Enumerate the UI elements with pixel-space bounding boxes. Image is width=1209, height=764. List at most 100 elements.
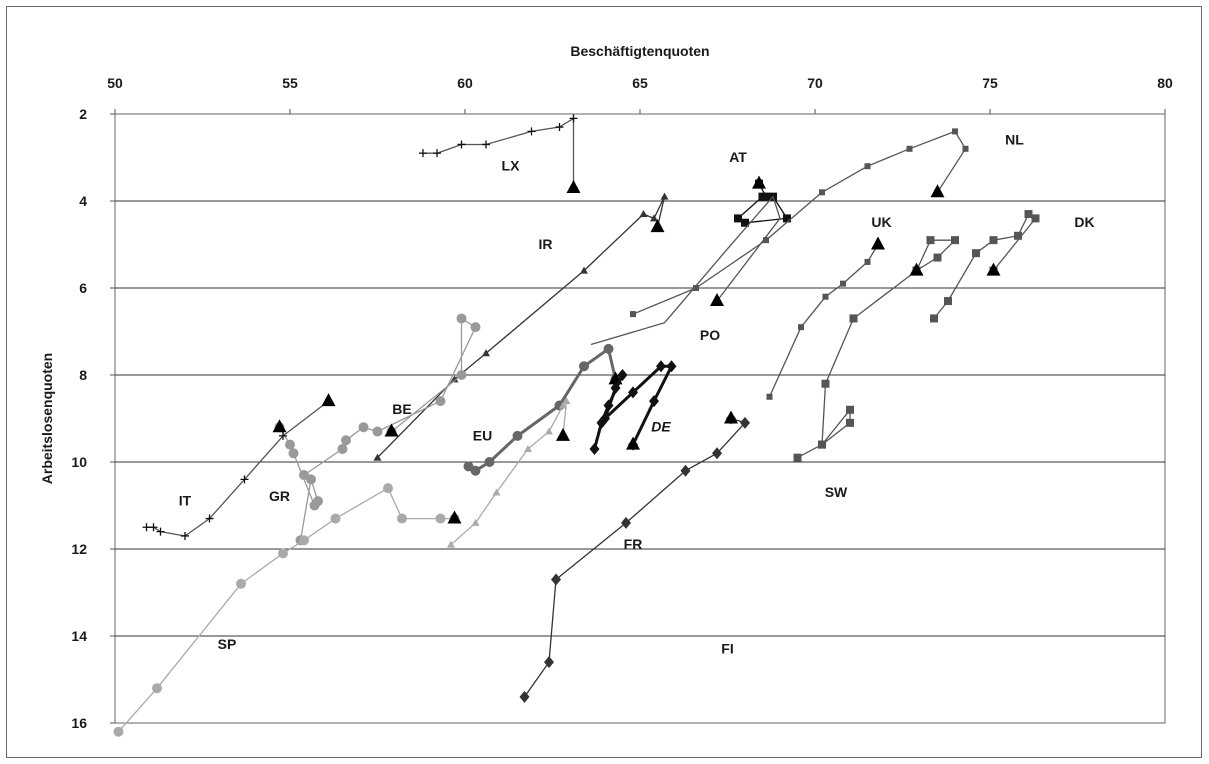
point-lx [419,149,427,158]
gridlines [115,200,1165,637]
end-marker-lx [566,179,581,193]
end-marker-fr [556,427,570,441]
series-de [589,360,677,455]
point-sp [152,683,162,694]
x-axis-title: Beschäftigtenquoten [570,43,709,59]
series-line-fi [523,417,746,698]
y-tick-label: 12 [71,541,87,557]
series-fi [519,410,750,703]
series-sp [113,483,462,737]
point-dk [944,297,952,306]
point-at [783,214,791,223]
point-fr [471,518,480,526]
end-marker-it [321,393,336,407]
point-sw [818,440,826,449]
point-it [205,514,214,523]
point-uk [798,324,804,331]
x-tick-label: 75 [982,75,998,91]
point-dk [1014,231,1022,240]
series-be [299,313,481,481]
point-fi [519,690,530,703]
label-ir: IR [539,236,553,252]
y-tick-label: 16 [71,715,87,731]
point-ir [450,375,459,383]
point-sw [821,379,830,388]
series-lx [419,114,581,193]
point-uk [822,293,829,300]
label-at: AT [729,149,747,165]
point-fi [680,464,691,477]
point-lx [433,149,441,158]
point-de [589,442,600,455]
point-dk [972,249,980,258]
label-sw: SW [825,484,848,500]
point-sp [278,548,288,559]
point-de [610,382,621,395]
end-marker-de [626,436,640,450]
label-be: BE [392,401,411,417]
point-fr [447,540,455,548]
point-ir [580,266,588,274]
series-ir [373,192,669,461]
series-line-it [146,400,329,537]
series-sw [793,236,959,462]
point-fi [544,656,554,669]
point-sp [299,535,309,546]
point-nl [952,128,958,135]
point-gr [309,500,320,511]
plot-area [114,113,1166,724]
point-de [649,395,659,408]
x-tick-label: 80 [1157,75,1173,91]
point-fi [551,573,561,586]
point-sp [330,513,341,524]
point-at [741,218,749,227]
x-tick-label: 55 [282,75,298,91]
x-tick-label: 50 [107,75,123,91]
point-fi [740,416,750,429]
point-sp [397,513,407,524]
label-nl: NL [1005,131,1024,147]
end-marker-nl [930,184,945,198]
series-line-sw [797,239,956,459]
y-axis-title: Arbeitslosenquoten [39,353,55,484]
point-lx [482,140,490,149]
point-nl [906,145,913,152]
x-tick-label: 65 [632,75,648,91]
series-nl [630,128,969,318]
x-tick-label: 60 [457,75,473,91]
point-sw [926,236,935,245]
point-at [758,192,767,201]
end-marker-at [752,175,766,189]
point-sw [846,418,854,427]
series-eu [463,343,623,476]
point-nl [763,237,769,244]
point-lx [569,114,578,123]
point-fi [621,516,631,529]
point-dk [930,314,938,323]
series-line-nl [632,130,967,315]
point-gr [285,439,295,450]
end-marker-ir [650,219,665,233]
series-line-fr [450,400,568,546]
point-de [603,399,614,412]
point-at [734,214,742,223]
point-it [142,523,151,532]
point-sw [793,453,802,462]
point-it [149,523,158,532]
series-po [590,195,781,346]
y-tick-label: 10 [71,454,87,470]
point-fr [524,444,532,452]
point-ir [482,349,490,357]
series-line-uk [768,244,879,398]
end-marker-dk [986,262,1001,276]
point-it [279,431,287,440]
point-nl [864,163,871,170]
point-uk [766,393,773,400]
point-be [358,422,369,433]
point-gr [288,448,299,459]
point-fr [545,427,553,435]
point-fr [492,488,501,496]
point-de [617,369,628,381]
point-gr [306,474,316,485]
